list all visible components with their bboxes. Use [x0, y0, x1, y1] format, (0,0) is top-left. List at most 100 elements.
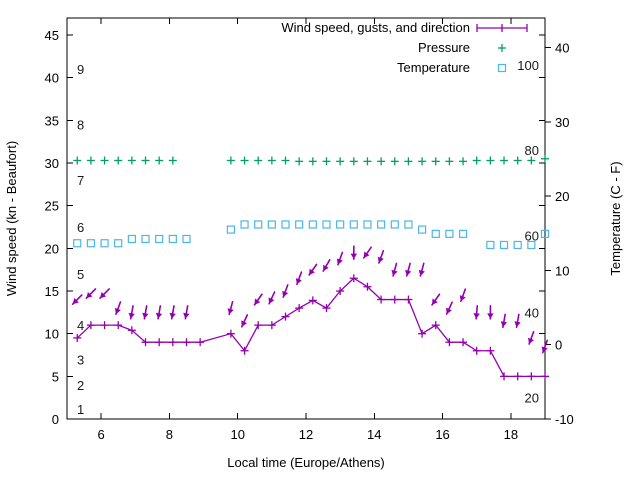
- beaufort-label: 4: [77, 318, 84, 333]
- wind-direction-arrow-head: [169, 312, 176, 319]
- wind-direction-arrow-head: [295, 278, 302, 285]
- x-tick-label: 16: [435, 427, 449, 442]
- wind-speed-line: [76, 277, 545, 377]
- y-tick-label: 40: [45, 71, 59, 86]
- wind-direction-arrow-head: [241, 320, 248, 327]
- wind-direction-arrow-head: [377, 256, 384, 264]
- wind-direction-arrow-head: [487, 313, 494, 319]
- temperature-marker: [540, 229, 550, 238]
- temperature-marker: [336, 220, 345, 229]
- wind-direction-arrow-head: [459, 295, 466, 302]
- x-tick-label: 12: [299, 427, 313, 442]
- temperature-marker: [127, 234, 136, 244]
- y-tick-label: 15: [45, 284, 59, 299]
- temperature-marker: [417, 225, 427, 234]
- y-tick-label: 25: [45, 199, 59, 214]
- inner-right-label: 20: [525, 391, 539, 406]
- legend-sample-temperature: [497, 63, 507, 73]
- wind-direction-arrow-head: [114, 307, 121, 315]
- wind-direction-arrow-head: [183, 312, 190, 319]
- legend-label-2: Temperature: [397, 60, 470, 75]
- x-axis-title: Local time (Europe/Athens): [227, 455, 385, 470]
- inner-right-label: 60: [525, 229, 539, 244]
- wind-direction-arrow-head: [418, 269, 425, 276]
- wind-direction-arrow-head: [254, 298, 261, 305]
- wind-direction-arrow-head: [527, 337, 535, 345]
- temperature-marker: [390, 220, 399, 229]
- wind-direction-arrow-head: [142, 312, 149, 319]
- x-tick-label: 10: [230, 427, 244, 442]
- wind-direction-arrow-head: [268, 297, 275, 304]
- wind-direction-arrow-head: [323, 264, 329, 272]
- y-axis-title: Wind speed (kn - Beaufort): [4, 141, 19, 296]
- beaufort-label: 5: [77, 267, 84, 282]
- wind-direction-arrow-head: [541, 346, 548, 353]
- legend-label-0: Wind speed, gusts, and direction: [281, 20, 470, 35]
- temperature-marker: [155, 234, 164, 244]
- beaufort-label: 7: [77, 173, 84, 188]
- wind-direction-arrow-head: [155, 312, 163, 319]
- wind-direction-arrow-head: [350, 253, 357, 260]
- y-tick-label: 35: [45, 113, 59, 128]
- y2-tick-label: -10: [555, 412, 574, 427]
- beaufort-label: 8: [77, 118, 84, 133]
- legend-label-1: Pressure: [418, 40, 470, 55]
- beaufort-label: 6: [77, 220, 84, 235]
- wind-direction-arrow-head: [72, 297, 79, 305]
- temperature-marker: [513, 240, 522, 250]
- x-tick-label: 14: [367, 427, 381, 442]
- x-tick-label: 8: [166, 427, 173, 442]
- temperature-marker: [240, 220, 249, 229]
- temperature-marker: [114, 239, 123, 248]
- temperature-marker: [182, 234, 191, 244]
- wind-direction-arrow-head: [99, 292, 107, 299]
- inner-right-label: 80: [525, 143, 539, 158]
- wind-direction-arrow-head: [500, 321, 508, 328]
- temperature-marker: [86, 239, 96, 248]
- temperature-marker: [404, 220, 413, 229]
- temperature-marker: [527, 240, 536, 250]
- wind-direction-arrow-head: [514, 321, 521, 328]
- temperature-marker: [267, 220, 276, 229]
- wind-direction-arrow-head: [86, 292, 93, 299]
- wind-direction-arrow-head: [363, 251, 370, 258]
- wind-direction-arrow-head: [473, 313, 480, 319]
- temperature-marker: [226, 225, 235, 234]
- y-tick-label: 5: [52, 369, 59, 384]
- temperature-marker: [499, 240, 509, 250]
- beaufort-label: 2: [77, 378, 84, 393]
- inner-right-label: 40: [525, 305, 539, 320]
- x-tick-label: 6: [98, 427, 105, 442]
- y-tick-label: 10: [45, 327, 59, 342]
- y2-tick-label: 30: [555, 115, 569, 130]
- wind-direction-arrow-head: [282, 290, 289, 298]
- y-tick-label: 30: [45, 156, 59, 171]
- temperature-marker: [322, 220, 331, 229]
- temperature-marker: [308, 220, 317, 229]
- y2-axis-title: Temperature (C - F): [608, 161, 623, 275]
- plot-frame: [66, 17, 546, 420]
- wind-direction-arrow-head: [405, 269, 412, 276]
- temperature-marker: [281, 220, 290, 229]
- temperature-marker: [295, 220, 304, 229]
- beaufort-label: 1: [77, 402, 84, 417]
- temperature-marker: [486, 240, 495, 250]
- beaufort-label: 3: [77, 352, 84, 367]
- wind-direction-arrow-head: [391, 269, 398, 276]
- beaufort-label: 9: [77, 62, 84, 77]
- inner-right-label: 100: [517, 58, 539, 73]
- temperature-marker: [363, 220, 372, 229]
- temperature-marker: [168, 234, 177, 244]
- temperature-marker: [445, 229, 454, 238]
- wind-direction-arrow-head: [227, 308, 234, 315]
- temperature-marker: [431, 229, 440, 238]
- wind-direction-arrow-head: [309, 268, 315, 276]
- temperature-marker: [141, 234, 150, 244]
- y2-tick-label: 10: [555, 263, 569, 278]
- y-tick-label: 0: [52, 412, 59, 427]
- y2-tick-label: 20: [555, 189, 569, 204]
- y-tick-label: 45: [45, 28, 59, 43]
- wind-direction-arrow-head: [336, 258, 343, 265]
